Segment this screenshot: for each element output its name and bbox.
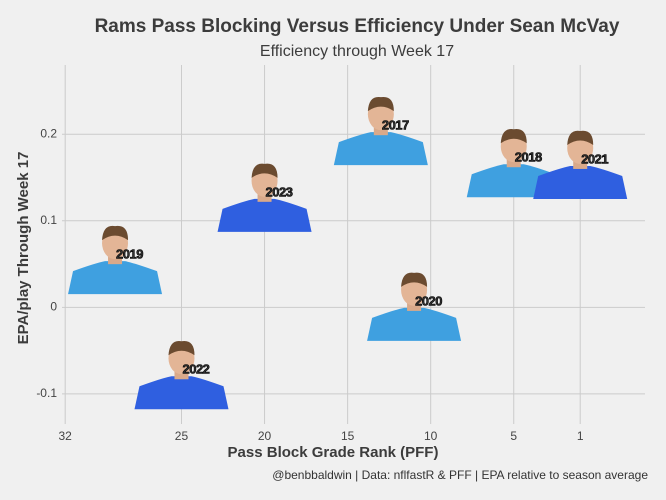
hair [102, 225, 129, 241]
hair [367, 96, 394, 112]
point-label: 2021 [581, 151, 608, 166]
player-marker [333, 96, 428, 166]
jersey [134, 376, 229, 410]
point-label: 2017 [382, 118, 409, 133]
neck [174, 370, 189, 380]
player-marker [367, 272, 462, 341]
jersey [533, 165, 628, 199]
neck [573, 159, 588, 169]
neck [257, 192, 272, 202]
hair [500, 128, 527, 144]
chart-subtitle: Efficiency through Week 17 [260, 43, 454, 60]
caption: @benbbaldwin | Data: nflfastR & PFF | EP… [272, 468, 648, 482]
x-tick-label: 1 [577, 429, 584, 443]
x-tick-label: 15 [341, 429, 355, 443]
point-label: 2018 [515, 150, 542, 165]
x-tick-label: 32 [59, 429, 73, 443]
neck [407, 301, 422, 311]
chart-title: Rams Pass Blocking Versus Efficiency Und… [95, 16, 620, 37]
jersey [68, 261, 163, 295]
neck [506, 158, 521, 168]
point-label: 2023 [266, 184, 293, 199]
player-marker [533, 130, 628, 199]
jersey [217, 198, 312, 232]
x-axis-label: Pass Block Grade Rank (PFF) [228, 444, 439, 461]
y-tick-label: 0.2 [40, 126, 57, 140]
x-tick-label: 25 [175, 429, 189, 443]
y-tick-label: -0.1 [36, 386, 57, 400]
y-tick-label: 0 [50, 300, 57, 314]
player-marker [134, 341, 229, 410]
hair [567, 130, 594, 145]
player-marker [217, 163, 312, 232]
y-axis-label: EPA/play Through Week 17 [15, 152, 32, 345]
neck [373, 126, 388, 136]
x-tick-label: 5 [510, 429, 517, 443]
jersey [333, 132, 428, 166]
hair [251, 163, 278, 178]
point-label: 2022 [182, 362, 209, 377]
hair [401, 272, 428, 287]
x-tick-label: 10 [424, 429, 438, 443]
y-tick-label: 0.1 [40, 213, 57, 227]
player-marker [68, 225, 163, 295]
point-label: 2019 [116, 247, 143, 262]
neck [108, 255, 123, 265]
point-label: 2020 [415, 293, 442, 308]
hair [168, 341, 195, 356]
x-tick-label: 20 [258, 429, 272, 443]
jersey [367, 307, 462, 341]
